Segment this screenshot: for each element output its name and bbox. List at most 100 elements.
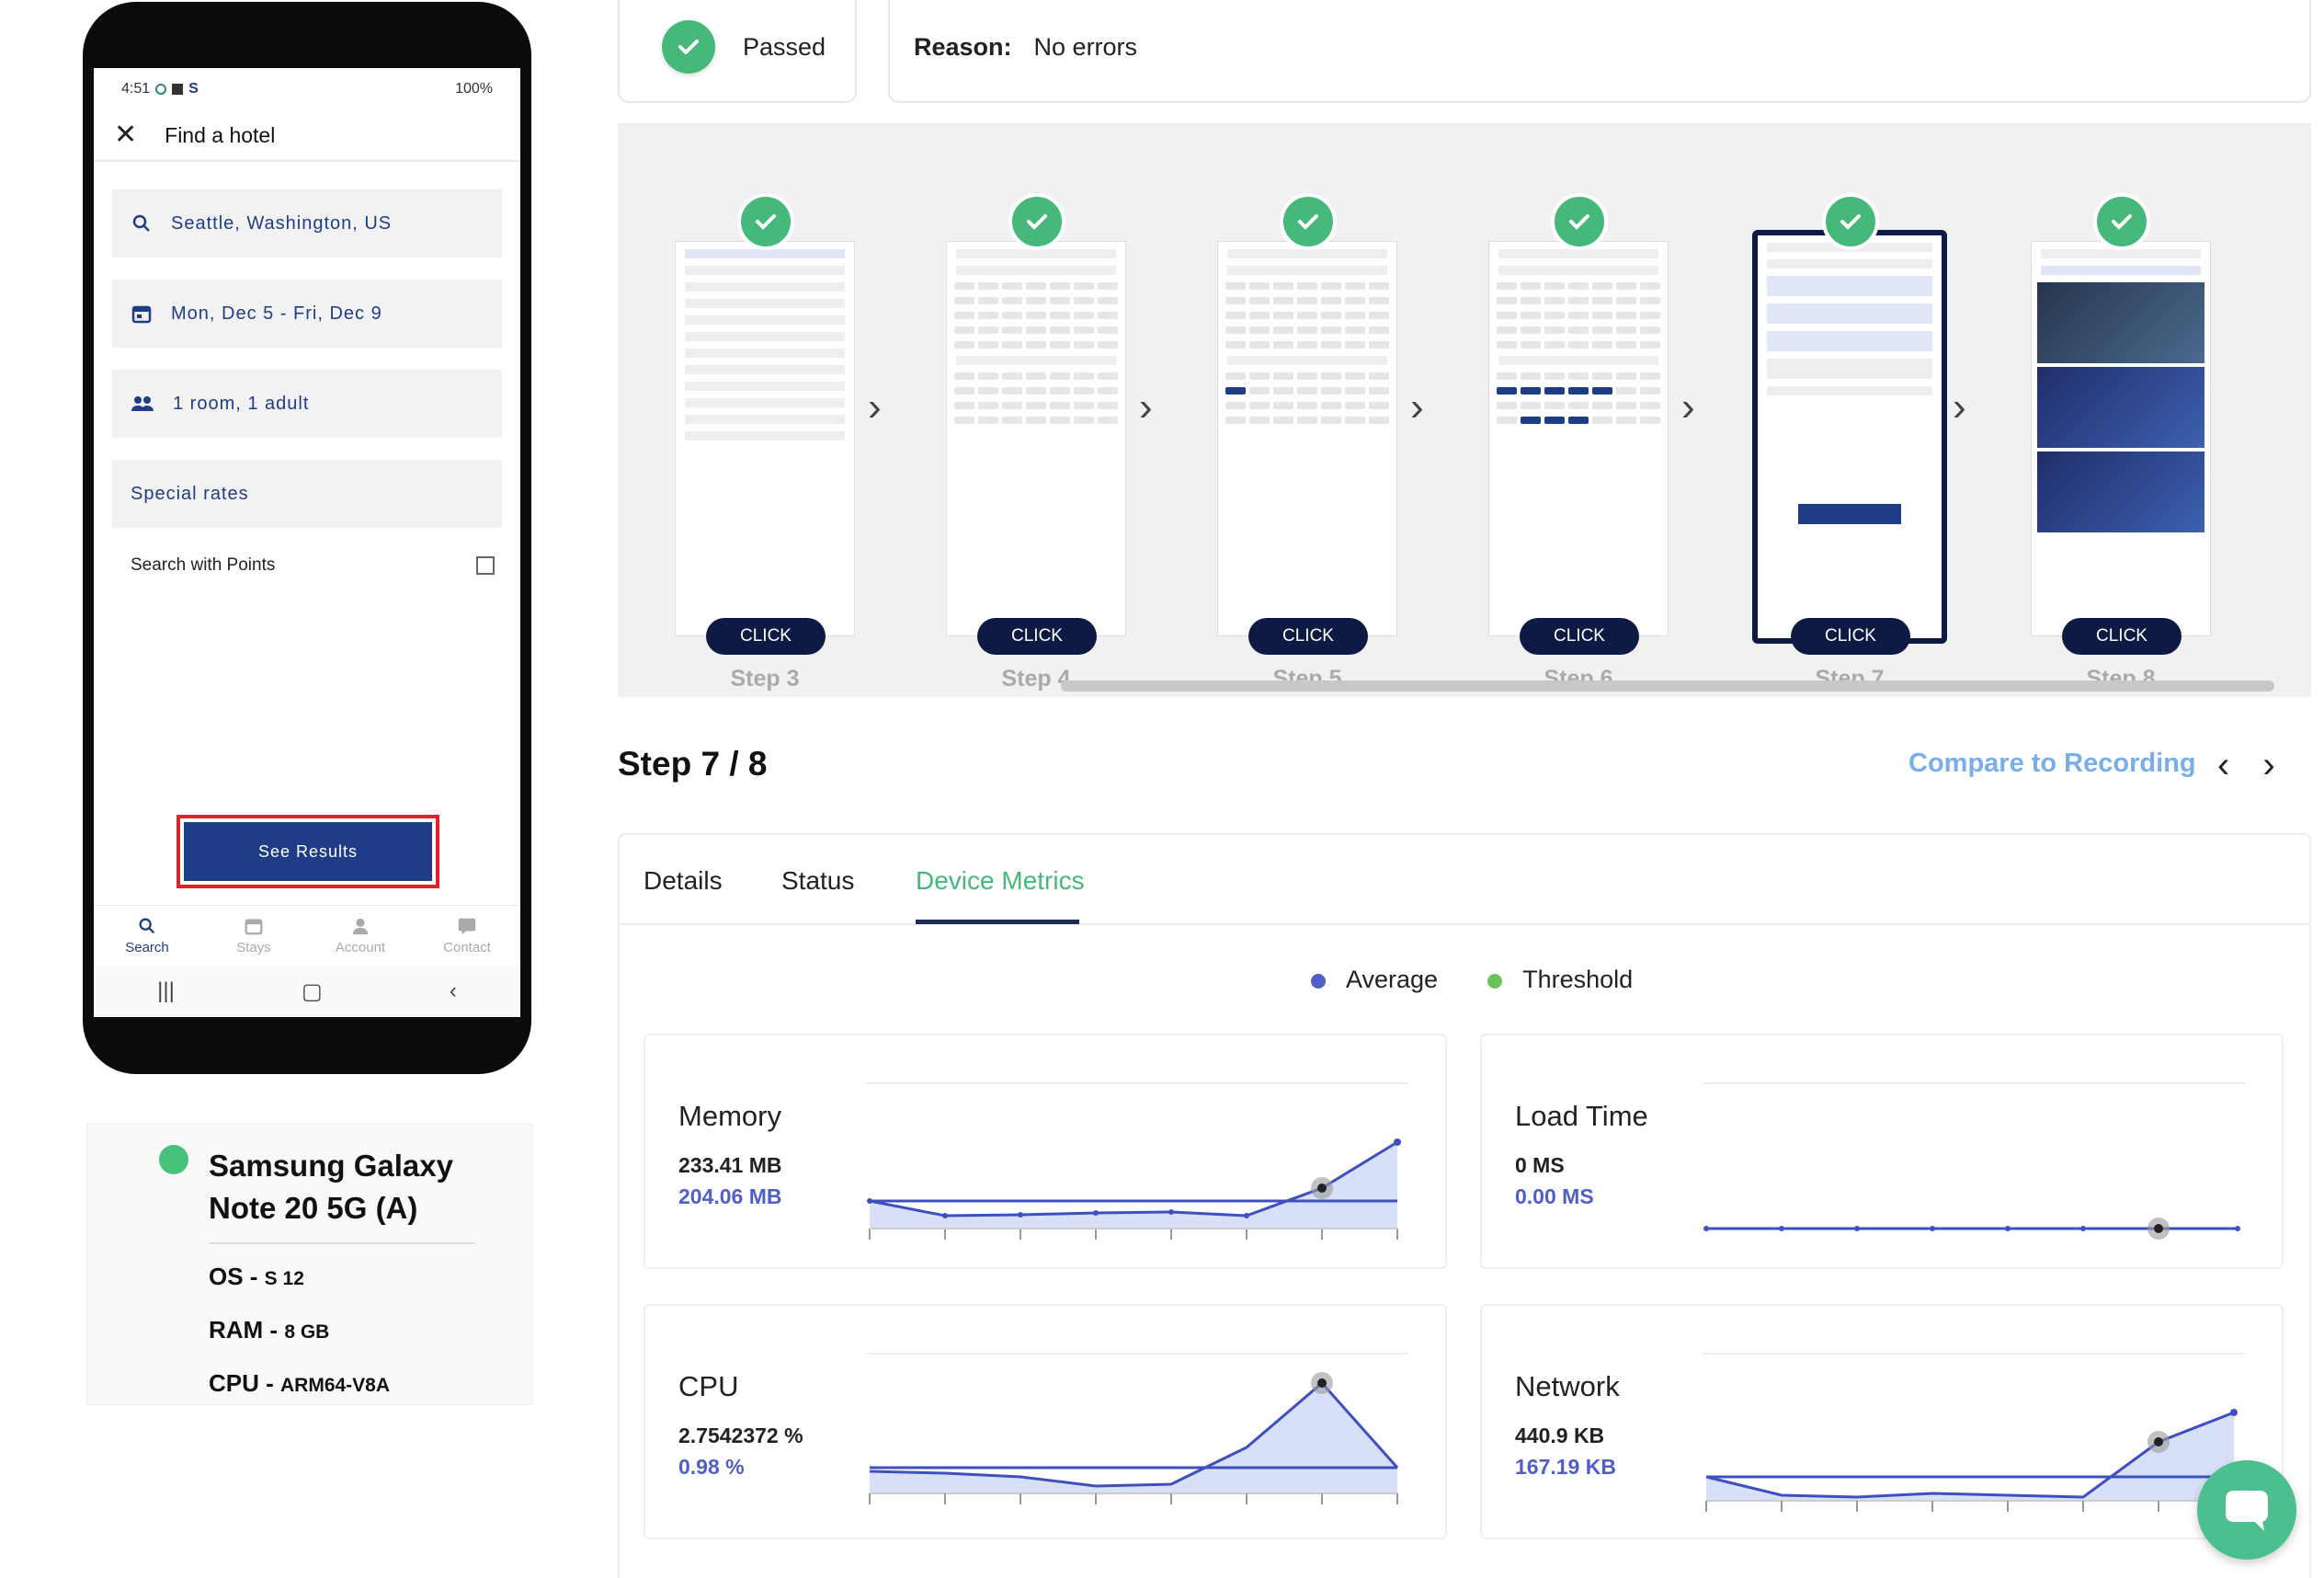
android-system-nav: ||| ▢ ‹ bbox=[94, 966, 520, 1017]
close-icon[interactable]: ✕ bbox=[114, 120, 138, 150]
step-thumbnail[interactable] bbox=[1488, 241, 1669, 636]
calendar-icon bbox=[245, 919, 263, 935]
device-phone-frame: 4:51 S 100% ✕ Find a hotel Seattle, Wash… bbox=[83, 2, 531, 1074]
memory-sparkline bbox=[866, 1082, 1408, 1240]
device-ram: RAM - 8 GB bbox=[209, 1316, 330, 1344]
device-info-card: Samsung Galaxy Note 20 5G (A) OS - S 12 … bbox=[86, 1124, 533, 1405]
special-rates-field[interactable]: Special rates bbox=[112, 460, 502, 528]
metric-title: CPU bbox=[678, 1370, 739, 1402]
see-results-button[interactable]: See Results bbox=[184, 822, 432, 881]
compare-to-recording-link[interactable]: Compare to Recording bbox=[1908, 749, 2196, 778]
check-icon bbox=[2093, 193, 2150, 250]
tab-device-metrics[interactable]: Device Metrics bbox=[916, 866, 1085, 895]
step-details-panel: Details Status Device Metrics Average Th… bbox=[618, 833, 2311, 1578]
dates-field[interactable]: Mon, Dec 5 - Fri, Dec 9 bbox=[112, 280, 502, 348]
tab-status[interactable]: Status bbox=[781, 866, 855, 895]
location-field[interactable]: Seattle, Washington, US bbox=[112, 189, 502, 257]
search-with-points-row[interactable]: Search with Points bbox=[94, 555, 520, 576]
load-time-metric-card: Load Time 0 MS 0.00 MS bbox=[1480, 1034, 2284, 1269]
app-header: ✕ Find a hotel bbox=[94, 110, 520, 162]
search-icon bbox=[132, 214, 150, 232]
status-text: Passed bbox=[743, 32, 826, 61]
step-thumbnail[interactable] bbox=[946, 241, 1126, 636]
check-icon bbox=[1551, 193, 1608, 250]
memory-metric-card: Memory 233.41 MB 204.06 MB bbox=[644, 1034, 1447, 1269]
metric-title: Network bbox=[1515, 1370, 1620, 1402]
reason-value: No errors bbox=[1033, 32, 1138, 61]
tab-details[interactable]: Details bbox=[644, 866, 723, 895]
step-thumbnail[interactable] bbox=[675, 241, 855, 636]
metric-average: 0.00 MS bbox=[1515, 1184, 1594, 1208]
device-screen: 4:51 S 100% ✕ Find a hotel Seattle, Wash… bbox=[94, 68, 520, 1017]
step-action-badge[interactable]: CLICK bbox=[977, 618, 1097, 655]
step-thumbnail[interactable] bbox=[1752, 230, 1947, 644]
carousel-scrollbar[interactable] bbox=[1061, 680, 2274, 692]
step-action-badge[interactable]: CLICK bbox=[2062, 618, 2182, 655]
chart-legend: Average Threshold bbox=[1311, 966, 1633, 994]
metric-average: 0.98 % bbox=[678, 1455, 745, 1479]
step-thumbnail[interactable] bbox=[1217, 241, 1397, 636]
network-sparkline bbox=[1703, 1353, 2245, 1512]
chevron-right-icon: › bbox=[1953, 384, 1966, 429]
metric-value: 233.41 MB bbox=[678, 1153, 782, 1177]
recents-icon[interactable]: ||| bbox=[157, 978, 175, 1003]
nav-stays[interactable]: Stays bbox=[200, 906, 307, 966]
cpu-metric-card: CPU 2.7542372 % 0.98 % bbox=[644, 1304, 1447, 1539]
check-icon bbox=[1822, 193, 1879, 250]
metric-value: 440.9 KB bbox=[1515, 1424, 1605, 1447]
home-icon[interactable]: ▢ bbox=[302, 978, 323, 1004]
people-icon bbox=[131, 396, 154, 411]
nav-search[interactable]: Search bbox=[94, 906, 200, 966]
nav-account-label: Account bbox=[335, 940, 386, 955]
nav-contact-label: Contact bbox=[443, 940, 491, 955]
search-with-points-label: Search with Points bbox=[131, 555, 276, 575]
app-title: Find a hotel bbox=[165, 122, 276, 147]
dates-value: Mon, Dec 5 - Fri, Dec 9 bbox=[171, 303, 382, 324]
step-counter: Step 7 / 8 bbox=[618, 745, 768, 783]
chevron-right-icon: › bbox=[1681, 384, 1695, 429]
step-action-badge[interactable]: CLICK bbox=[1520, 618, 1639, 655]
legend-average: Average bbox=[1311, 966, 1438, 994]
app-notification-icon: S bbox=[188, 81, 199, 97]
guests-field[interactable]: 1 room, 1 adult bbox=[112, 370, 502, 438]
device-name: Samsung Galaxy Note 20 5G (A) bbox=[209, 1149, 453, 1225]
nav-contact[interactable]: Contact bbox=[414, 906, 520, 966]
calendar-icon bbox=[131, 305, 152, 324]
metric-average: 167.19 KB bbox=[1515, 1455, 1616, 1479]
nav-search-label: Search bbox=[125, 940, 169, 955]
device-online-indicator bbox=[159, 1145, 188, 1174]
steps-carousel[interactable]: CLICK Step 3 › CLICK Step 4 › CLICK Step… bbox=[618, 123, 2311, 697]
chevron-right-icon: › bbox=[1139, 384, 1153, 429]
step-thumbnail[interactable] bbox=[2031, 241, 2211, 636]
cpu-sparkline bbox=[866, 1353, 1408, 1504]
back-icon[interactable]: ‹ bbox=[449, 978, 457, 1003]
metric-value: 2.7542372 % bbox=[678, 1424, 803, 1447]
network-metric-card: Network 440.9 KB 167.19 KB bbox=[1480, 1304, 2284, 1539]
android-status-bar: 4:51 S 100% bbox=[94, 68, 520, 110]
nav-stays-label: Stays bbox=[236, 940, 271, 955]
search-icon bbox=[139, 918, 155, 934]
step-action-badge[interactable]: CLICK bbox=[1248, 618, 1368, 655]
device-cpu: CPU - ARM64-V8A bbox=[209, 1369, 391, 1397]
chevron-right-icon: › bbox=[1410, 384, 1424, 429]
notification-icon bbox=[155, 84, 167, 95]
battery-status: 100% bbox=[455, 81, 493, 97]
active-tab-indicator bbox=[916, 920, 1079, 924]
chevron-right-icon: › bbox=[868, 384, 882, 429]
location-value: Seattle, Washington, US bbox=[171, 212, 393, 234]
highlighted-click-target: See Results bbox=[177, 815, 439, 888]
divider bbox=[209, 1242, 475, 1244]
metric-value: 0 MS bbox=[1515, 1153, 1565, 1177]
chevron-right-icon[interactable]: › bbox=[2262, 745, 2275, 785]
step-action-badge[interactable]: CLICK bbox=[706, 618, 826, 655]
chevron-left-icon[interactable]: ‹ bbox=[2217, 745, 2230, 785]
check-icon bbox=[1008, 193, 1065, 250]
step-action-badge[interactable]: CLICK bbox=[1791, 618, 1910, 655]
message-icon bbox=[458, 918, 476, 935]
chat-widget-button[interactable] bbox=[2197, 1460, 2296, 1560]
status-time: 4:51 bbox=[121, 81, 151, 97]
search-with-points-checkbox[interactable] bbox=[476, 556, 495, 575]
check-icon bbox=[662, 20, 715, 74]
nav-account[interactable]: Account bbox=[307, 906, 414, 966]
metric-title: Memory bbox=[678, 1100, 781, 1132]
